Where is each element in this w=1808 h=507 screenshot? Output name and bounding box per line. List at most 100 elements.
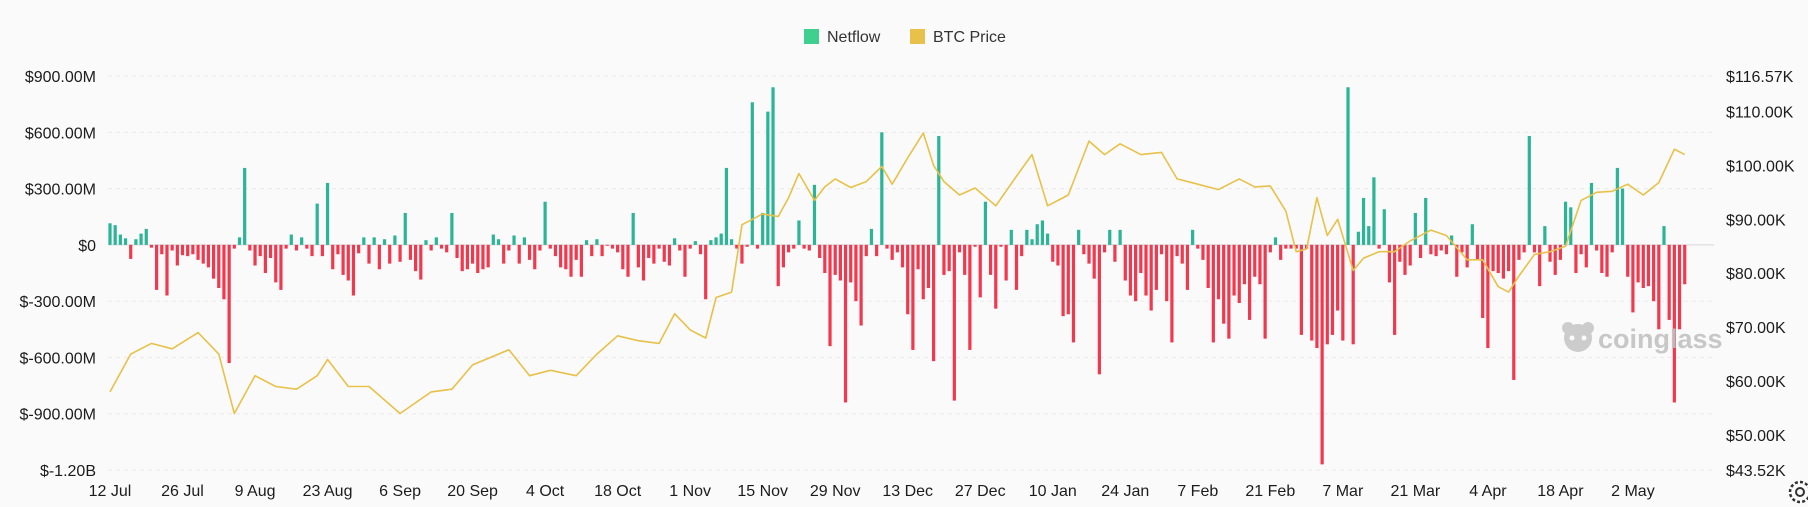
x-tick-label: 1 Nov: [669, 483, 711, 500]
netflow-bar: [957, 244, 962, 253]
netflow-bar: [947, 244, 951, 272]
netflow-bar: [486, 244, 490, 268]
netflow-bar: [1247, 244, 1252, 320]
coinglass-watermark: coinglass: [1562, 322, 1723, 354]
netflow-bar: [222, 244, 226, 300]
netflow-bar: [999, 244, 1003, 247]
netflow-bar: [1610, 244, 1614, 253]
netflow-bar: [419, 244, 423, 280]
x-tick-label: 20 Sep: [447, 483, 498, 500]
netflow-bar: [885, 244, 889, 249]
netflow-bar: [1102, 244, 1107, 253]
left-tick-label: $300.00M: [25, 182, 96, 199]
legend: Netflow BTC Price: [804, 29, 1006, 46]
netflow-bar: [211, 244, 216, 279]
left-tick-label: $-900.00M: [20, 407, 97, 424]
netflow-bar: [1009, 229, 1013, 245]
netflow-bar: [1330, 244, 1335, 335]
netflow-bar: [186, 244, 190, 257]
netflow-bar: [890, 244, 894, 260]
netflow-bar: [1444, 244, 1449, 255]
netflow-bar: [445, 244, 449, 253]
netflow-bar: [206, 244, 211, 268]
netflow-bar: [300, 237, 304, 245]
netflow-bar: [657, 244, 661, 249]
netflow-bar: [1206, 244, 1210, 289]
netflow-bar: [926, 244, 931, 289]
netflow-bar: [232, 244, 236, 249]
netflow-bar: [201, 244, 205, 264]
netflow-bar: [994, 244, 998, 309]
netflow-bar: [502, 244, 506, 264]
netflow-bar: [900, 244, 905, 268]
netflow-bar: [1279, 244, 1283, 260]
netflow-bar: [1258, 244, 1262, 285]
netflow-bar: [1242, 244, 1247, 285]
x-tick-label: 21 Mar: [1390, 483, 1440, 500]
netflow-bar: [1646, 244, 1651, 287]
grid: [108, 75, 1714, 471]
netflow-bar: [1035, 224, 1039, 245]
netflow-bar: [1325, 244, 1329, 345]
netflow-bar: [1481, 244, 1485, 319]
netflow-bar: [1398, 244, 1402, 262]
netflow-bar: [403, 212, 407, 245]
x-tick-label: 6 Sep: [379, 483, 421, 500]
netflow-bar: [470, 244, 475, 264]
netflow-bar: [600, 244, 604, 257]
netflow-bar: [1082, 244, 1086, 255]
netflow-bar: [253, 244, 257, 266]
netflow-bar: [1512, 244, 1516, 380]
netflow-bar: [1159, 244, 1164, 255]
netflow-bar: [1491, 244, 1495, 272]
netflow-bar: [616, 244, 620, 253]
netflow-bar: [139, 233, 143, 245]
netflow-bar: [279, 244, 283, 290]
x-tick-label: 12 Jul: [89, 483, 132, 500]
netflow-bar: [170, 244, 174, 251]
netflow-bar: [108, 223, 112, 245]
netflow-bar: [1496, 244, 1500, 273]
netflow-bar: [1636, 244, 1640, 283]
watermark-text: coinglass: [1598, 324, 1723, 354]
netflow-bar: [1506, 244, 1511, 272]
netflow-bar: [807, 244, 811, 251]
netflow-bar: [559, 244, 563, 268]
x-tick-label: 9 Aug: [235, 483, 276, 500]
netflow-bar: [579, 244, 583, 277]
netflow-bar: [1154, 244, 1158, 290]
x-tick-label: 26 Jul: [161, 483, 204, 500]
x-tick-label: 23 Aug: [303, 483, 353, 500]
netflow-bar: [1569, 207, 1573, 245]
netflow-bar: [543, 201, 547, 245]
netflow-bar: [1595, 244, 1599, 251]
right-tick-label: $110.00K: [1726, 104, 1794, 121]
netflow-bar: [610, 244, 615, 249]
netflow-bar: [346, 244, 350, 281]
netflow-bar: [1118, 229, 1122, 245]
netflow-bar: [1045, 233, 1050, 245]
netflow-bar: [294, 244, 299, 251]
netflow-bar: [1268, 244, 1272, 253]
netflow-bar: [1543, 226, 1547, 245]
netflow-bar: [636, 244, 640, 268]
netflow-bar: [408, 244, 413, 260]
netflow-bar: [1222, 244, 1226, 324]
left-tick-label: $600.00M: [25, 125, 96, 142]
netflow-bar: [952, 244, 956, 401]
netflow-bar: [227, 244, 231, 364]
netflow-bar: [1574, 244, 1578, 273]
netflow-bar: [1600, 244, 1604, 273]
netflow-bar: [786, 244, 791, 253]
netflow-bar: [217, 244, 221, 289]
netflow-bar: [1056, 244, 1060, 266]
left-tick-label: $-1.20B: [40, 463, 96, 480]
netflow-bar: [766, 111, 770, 245]
netflow-bar: [1061, 244, 1065, 317]
netflow-bar: [305, 244, 309, 249]
netflow-bar: [1372, 177, 1376, 245]
netflow-bar: [1677, 244, 1682, 330]
settings-gear-icon[interactable]: [1788, 480, 1808, 504]
netflow-bar: [802, 244, 806, 249]
netflow-bar: [1532, 244, 1537, 253]
